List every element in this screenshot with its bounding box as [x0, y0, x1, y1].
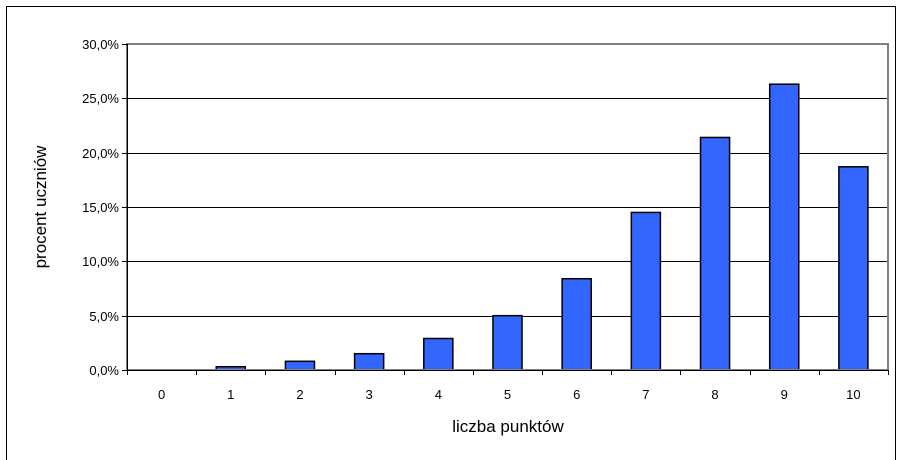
bar-2 — [284, 360, 316, 371]
y-axis-title: procent uczniów — [31, 145, 50, 269]
x-axis-title: liczba punktów — [452, 417, 564, 436]
gridlines — [127, 98, 888, 317]
y-tick-label: 20,0% — [82, 146, 119, 161]
x-tick-label: 8 — [711, 387, 718, 402]
x-tick-label: 7 — [642, 387, 649, 402]
bar-4 — [423, 337, 454, 371]
y-tick-label: 15,0% — [82, 200, 119, 215]
bars — [215, 83, 869, 371]
x-tick-label: 3 — [366, 387, 373, 402]
bar-10 — [838, 166, 869, 371]
x-tick-labels: 0 1 2 3 4 5 6 7 8 9 10 — [158, 387, 861, 402]
y-tick-label: 30,0% — [82, 37, 119, 52]
y-tick-label: 5,0% — [89, 309, 119, 324]
bar-8 — [699, 136, 731, 371]
bar-5 — [492, 314, 523, 371]
x-tick-label: 2 — [296, 387, 303, 402]
y-tick-label: 10,0% — [82, 254, 119, 269]
x-tick-label: 0 — [158, 387, 165, 402]
bar-3 — [353, 352, 385, 371]
y-tick-label: 25,0% — [82, 91, 119, 106]
x-tick-label: 4 — [435, 387, 442, 402]
axes — [122, 44, 889, 375]
bar-6 — [561, 277, 592, 371]
x-tick-label: 6 — [573, 387, 580, 402]
x-tick-label: 9 — [781, 387, 788, 402]
y-tick-labels: 0,0% 5,0% 10,0% 15,0% 20,0% 25,0% 30,0% — [82, 37, 119, 378]
x-tick-label: 1 — [227, 387, 234, 402]
x-tick-label: 5 — [504, 387, 511, 402]
chart-frame — [6, 6, 896, 460]
x-tick-label: 10 — [846, 387, 860, 402]
bar-7 — [630, 211, 662, 371]
bar-9 — [768, 83, 800, 371]
y-tick-label: 0,0% — [89, 363, 119, 378]
